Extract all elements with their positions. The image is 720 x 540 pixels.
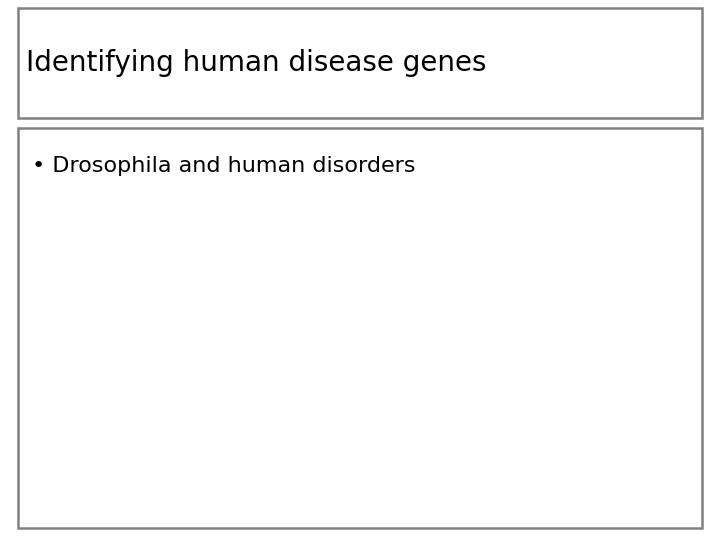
Bar — [18, 8, 702, 118]
Text: • Drosophila and human disorders: • Drosophila and human disorders — [32, 156, 415, 176]
Text: Identifying human disease genes: Identifying human disease genes — [26, 49, 487, 77]
Bar — [18, 128, 702, 528]
